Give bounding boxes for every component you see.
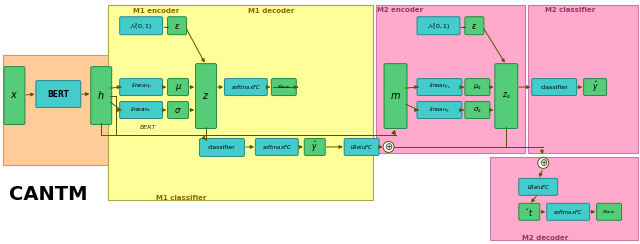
Text: $m$: $m$ — [390, 91, 401, 101]
FancyBboxPatch shape — [120, 102, 163, 119]
FancyBboxPatch shape — [168, 102, 189, 119]
Text: $\sim$: $\sim$ — [161, 22, 170, 31]
FancyBboxPatch shape — [255, 138, 298, 155]
Text: classifier: classifier — [540, 85, 568, 90]
Circle shape — [383, 142, 394, 152]
FancyBboxPatch shape — [36, 81, 81, 108]
FancyBboxPatch shape — [271, 79, 296, 96]
FancyBboxPatch shape — [584, 79, 607, 96]
Text: BERT: BERT — [47, 90, 69, 99]
Text: M2 decoder: M2 decoder — [522, 235, 568, 241]
FancyBboxPatch shape — [417, 79, 462, 96]
Text: $\check{t}$: $\check{t}$ — [525, 206, 533, 218]
FancyBboxPatch shape — [547, 203, 589, 220]
FancyBboxPatch shape — [120, 79, 163, 96]
Bar — [3, 55, 185, 165]
Text: $\sigma$: $\sigma$ — [174, 105, 182, 114]
Text: $\mu_s$: $\mu_s$ — [473, 82, 482, 92]
Text: $\sim$: $\sim$ — [458, 22, 467, 31]
FancyBboxPatch shape — [465, 79, 490, 96]
Text: $z$: $z$ — [202, 91, 210, 101]
Text: $\epsilon$: $\epsilon$ — [174, 22, 180, 31]
Bar — [528, 5, 638, 153]
FancyBboxPatch shape — [495, 64, 518, 129]
FancyBboxPatch shape — [168, 17, 186, 35]
FancyBboxPatch shape — [384, 64, 407, 129]
Text: M1 decoder: M1 decoder — [248, 8, 294, 14]
Text: $LReluFC$: $LReluFC$ — [527, 183, 550, 191]
Text: $\hat{y}$: $\hat{y}$ — [592, 80, 598, 94]
FancyBboxPatch shape — [91, 67, 112, 124]
FancyBboxPatch shape — [120, 17, 163, 35]
Text: M2 encoder: M2 encoder — [378, 7, 424, 13]
Text: $linear_\mu$: $linear_\mu$ — [131, 82, 152, 92]
Text: $\sigma_s$: $\sigma_s$ — [473, 105, 482, 115]
FancyBboxPatch shape — [344, 138, 379, 155]
Text: CANTM: CANTM — [9, 185, 88, 204]
Text: $h$: $h$ — [97, 89, 105, 101]
Text: $linear_{\sigma_s}$: $linear_{\sigma_s}$ — [429, 105, 450, 115]
Text: $z_s$: $z_s$ — [502, 91, 511, 101]
Text: $\mathcal{N}(0,1)$: $\mathcal{N}(0,1)$ — [427, 21, 450, 31]
FancyBboxPatch shape — [465, 102, 490, 119]
Text: M1 classifier: M1 classifier — [156, 195, 206, 201]
Text: $softmaxFC$: $softmaxFC$ — [231, 83, 261, 91]
Bar — [108, 5, 372, 200]
FancyBboxPatch shape — [4, 67, 25, 124]
FancyBboxPatch shape — [596, 203, 621, 220]
FancyBboxPatch shape — [195, 64, 216, 129]
FancyBboxPatch shape — [417, 102, 462, 119]
Text: $softmaxFC$: $softmaxFC$ — [262, 143, 292, 151]
Circle shape — [538, 157, 548, 168]
Text: $\oplus$: $\oplus$ — [539, 157, 548, 168]
Text: $x_{bow}$: $x_{bow}$ — [602, 208, 616, 216]
Text: $x_{bow}$: $x_{bow}$ — [277, 83, 291, 91]
FancyBboxPatch shape — [465, 17, 484, 35]
FancyBboxPatch shape — [304, 138, 325, 155]
Text: $linear_\sigma$: $linear_\sigma$ — [131, 106, 152, 114]
Bar — [376, 5, 525, 153]
Text: BERT: BERT — [140, 125, 156, 131]
Bar — [490, 157, 638, 240]
Text: M1 encoder: M1 encoder — [133, 8, 179, 14]
FancyBboxPatch shape — [225, 79, 268, 96]
Text: $softmaxFC$: $softmaxFC$ — [553, 208, 583, 216]
Text: $LReluFC$: $LReluFC$ — [350, 143, 373, 151]
Text: $\oplus$: $\oplus$ — [384, 142, 393, 152]
Text: $\hat{y}$: $\hat{y}$ — [311, 140, 318, 154]
FancyBboxPatch shape — [417, 17, 460, 35]
Text: $\epsilon$: $\epsilon$ — [471, 22, 477, 31]
Text: classifier: classifier — [208, 145, 236, 151]
Text: $linear_{\mu_s}$: $linear_{\mu_s}$ — [429, 82, 450, 92]
FancyBboxPatch shape — [519, 203, 540, 220]
FancyBboxPatch shape — [200, 138, 244, 156]
FancyBboxPatch shape — [168, 79, 189, 96]
Text: $\mathcal{N}(0,1)$: $\mathcal{N}(0,1)$ — [129, 21, 153, 31]
Text: $\mu$: $\mu$ — [175, 81, 182, 92]
FancyBboxPatch shape — [532, 79, 577, 96]
Text: M2 classifier: M2 classifier — [545, 7, 595, 13]
Text: $x$: $x$ — [10, 90, 19, 100]
FancyBboxPatch shape — [519, 178, 557, 195]
